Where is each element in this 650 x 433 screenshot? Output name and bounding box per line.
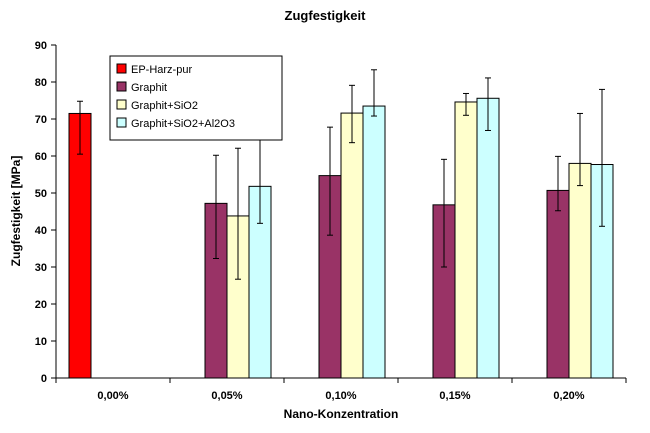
y-tick-label: 30	[35, 262, 47, 274]
legend-swatch	[116, 117, 127, 128]
x-tick-label: 0,05%	[211, 390, 242, 402]
y-tick-label: 60	[35, 151, 47, 163]
bar-3-3	[476, 97, 500, 379]
y-axis-label: Zugfestigkeit [MPa]	[9, 156, 23, 267]
x-tick-label: 0,15%	[439, 390, 470, 402]
y-tick-label: 20	[35, 299, 47, 311]
bar-1-4	[546, 189, 570, 379]
chart-title: Zugfestigkeit	[285, 8, 367, 23]
bar-2-4	[568, 162, 592, 379]
legend-swatch	[116, 63, 127, 74]
y-tick-label: 0	[41, 373, 47, 385]
y-tick-label: 70	[35, 114, 47, 126]
bar-3-2	[362, 105, 386, 379]
x-tick-label: 0,20%	[553, 390, 584, 402]
y-tick-label: 40	[35, 225, 47, 237]
legend-label: Graphit	[131, 82, 167, 94]
bar-2-2	[340, 112, 364, 379]
legend-label: Graphit+SiO2+Al2O3	[131, 118, 235, 130]
bar-2-3	[454, 101, 478, 379]
x-axis-label: Nano-Konzentration	[284, 407, 399, 421]
legend-swatch	[116, 81, 127, 92]
legend-label: EP-Harz-pur	[131, 64, 192, 76]
y-tick-label: 80	[35, 77, 47, 89]
y-tick-label: 90	[35, 40, 47, 52]
legend-swatch	[116, 99, 127, 110]
bars	[68, 97, 614, 379]
x-axis-ticks: 0,00% 0,05% 0,10% 0,15% 0,20%	[55, 378, 627, 402]
x-tick-label: 0,00%	[97, 390, 128, 402]
legend-items: EP-Harz-pur Graphit Graphit+SiO2 Graphit+Si…	[116, 63, 235, 130]
legend: EP-Harz-pur Graphit Graphit+SiO2 Graphit+Si…	[109, 55, 283, 141]
y-tick-label: 10	[35, 336, 47, 348]
legend-box	[109, 55, 283, 141]
legend-label: Graphit+SiO2	[131, 100, 198, 112]
x-tick-label: 0,10%	[325, 390, 356, 402]
y-tick-label: 50	[35, 188, 47, 200]
y-axis-ticks: 0 10 20 30 40 50 60 70 80 90	[35, 40, 56, 385]
